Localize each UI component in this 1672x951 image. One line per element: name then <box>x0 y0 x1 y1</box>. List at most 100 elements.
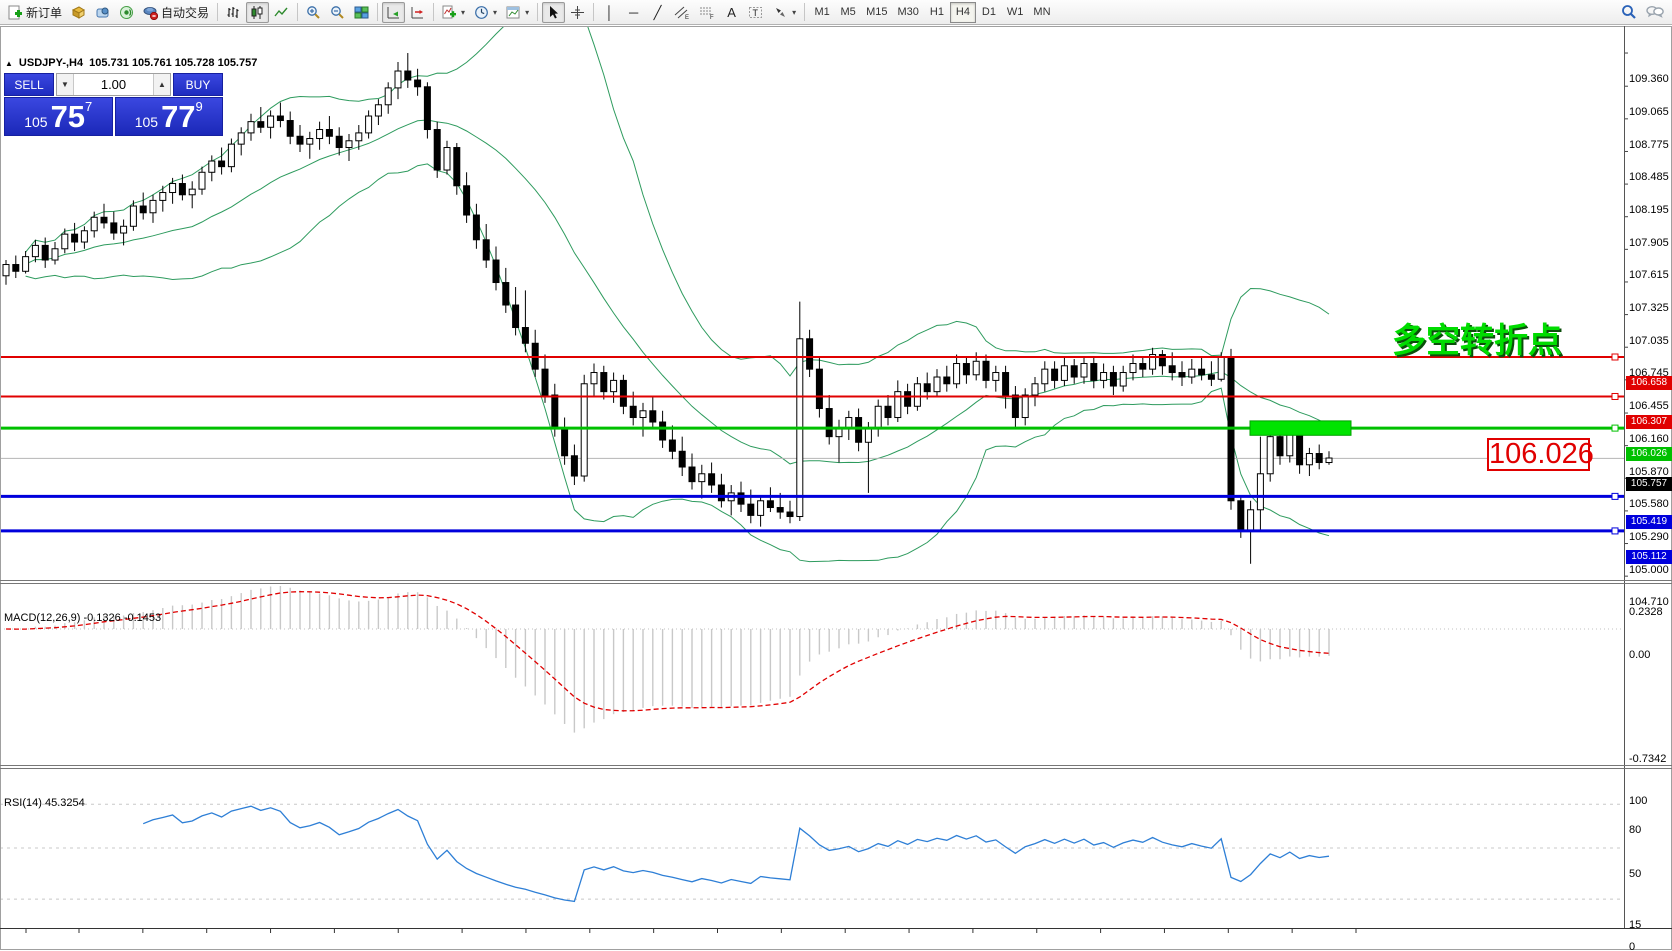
text-label-button[interactable]: T <box>744 2 768 23</box>
bar-chart-button[interactable] <box>222 2 245 23</box>
macd-pane <box>0 586 1624 733</box>
chat-button[interactable] <box>1642 2 1668 23</box>
candle-bearish <box>218 160 226 168</box>
text-tool-button[interactable]: A <box>720 2 743 23</box>
timeframe-M1[interactable]: M1 <box>814 6 830 18</box>
price-callout-label[interactable]: 106.026 <box>1487 438 1594 471</box>
macd-axis-label: 0.00 <box>1629 649 1651 661</box>
candle-bullish <box>2 264 10 277</box>
candle-bearish <box>1207 374 1215 380</box>
sell-price-display[interactable]: 105 75 7 <box>4 97 113 136</box>
timeframe-D1[interactable]: D1 <box>981 6 996 18</box>
candle-bullish <box>913 383 921 407</box>
arrows-tool-button[interactable]: ▾ <box>769 2 800 23</box>
rsi-axis-label: 100 <box>1629 795 1648 807</box>
price-line-tag[interactable]: 106.658 <box>1626 376 1672 390</box>
timeframe-H4[interactable]: H4 <box>949 1 976 23</box>
new-order-label: 新订单 <box>26 5 63 20</box>
candle-bullish <box>580 383 588 477</box>
signals-icon <box>120 5 134 19</box>
cursor-button[interactable] <box>542 1 566 23</box>
symbol-header: ▲ USDJPY-,H4 105.731 105.761 105.728 105… <box>5 57 257 69</box>
timeframe-M30[interactable]: M30 <box>897 6 919 18</box>
candle-bullish <box>365 115 373 134</box>
candle-bullish <box>1188 368 1196 378</box>
candle-bearish <box>1315 453 1323 464</box>
equidistant-channel-button[interactable]: E <box>670 2 694 23</box>
svg-text:E: E <box>685 15 689 20</box>
candle-bearish <box>806 338 814 370</box>
price-axis-label: 109.065 <box>1629 106 1669 119</box>
candle-bearish <box>629 405 637 419</box>
volume-down-button[interactable]: ▼ <box>57 74 74 95</box>
templates-button[interactable]: ▾ <box>502 2 533 23</box>
candle-bearish <box>1178 372 1186 378</box>
sell-button[interactable]: SELL <box>4 73 54 96</box>
candle-bullish <box>864 428 872 443</box>
chart-annotation-text[interactable]: 多空转折点 <box>1392 322 1562 360</box>
candle-bullish <box>953 363 961 385</box>
candle-bullish <box>80 230 88 243</box>
sell-price-main: 75 <box>50 99 86 134</box>
horizontal-line-icon: ─ <box>628 4 639 20</box>
candlestick-chart-button[interactable] <box>246 1 270 23</box>
fibonacci-button[interactable]: F <box>695 2 719 23</box>
buy-price-display[interactable]: 105 77 9 <box>114 97 223 136</box>
crosshair-button[interactable] <box>566 2 589 23</box>
candle-bearish <box>1276 436 1284 457</box>
price-line-tag[interactable]: 106.307 <box>1626 415 1672 430</box>
candle-bullish <box>1217 356 1225 380</box>
candle-bearish <box>335 135 343 149</box>
price-line-tag[interactable]: 105.112 <box>1626 549 1672 564</box>
indicators-button[interactable]: ▾ <box>438 2 469 23</box>
tile-windows-button[interactable] <box>350 2 373 23</box>
candle-bullish <box>698 473 706 483</box>
timeframe-H1[interactable]: H1 <box>929 6 944 18</box>
chart-canvas[interactable] <box>0 26 1672 951</box>
candle-bearish <box>71 233 79 243</box>
market-watch-button[interactable] <box>67 2 90 23</box>
level-line-anchor <box>1611 492 1619 500</box>
price-axis-label: 108.775 <box>1629 138 1669 151</box>
toolbar-separator <box>433 3 435 21</box>
timeframe-W1[interactable]: W1 <box>1006 6 1024 18</box>
volume-up-button[interactable]: ▲ <box>153 74 170 95</box>
buy-button[interactable]: BUY <box>173 73 223 96</box>
new-order-button[interactable]: 新订单 <box>4 2 66 23</box>
candle-bearish <box>884 405 892 419</box>
price-line-tag[interactable]: 106.026 <box>1626 447 1672 462</box>
data-window-button[interactable] <box>91 2 114 23</box>
auto-trading-button[interactable]: 自动交易 <box>139 2 213 23</box>
vertical-line-button[interactable]: │ <box>598 2 621 23</box>
horizontal-line-button[interactable]: ─ <box>622 2 645 23</box>
price-axis-label: 109.360 <box>1629 73 1669 86</box>
rsi-line <box>142 805 1330 903</box>
candle-bearish <box>453 147 461 187</box>
price-line-tag[interactable]: 105.419 <box>1626 515 1672 530</box>
candle-bearish <box>521 327 529 344</box>
current-price-tag: 105.757 <box>1626 477 1672 492</box>
volume-value[interactable]: 1.00 <box>100 77 127 92</box>
rsi-axis-label: 0 <box>1629 941 1636 951</box>
timeframe-M5[interactable]: M5 <box>840 6 856 18</box>
signals-button[interactable] <box>115 2 138 23</box>
market-watch-icon <box>71 5 85 19</box>
chart-shift-button[interactable] <box>406 2 429 23</box>
candle-bearish <box>1237 500 1245 531</box>
timeframe-MN[interactable]: MN <box>1033 6 1051 18</box>
zoom-in-button[interactable] <box>302 2 325 23</box>
candle-bullish <box>1031 383 1039 396</box>
trendline-button[interactable]: ╱ <box>646 2 669 23</box>
zoom-out-button[interactable] <box>326 2 349 23</box>
collapse-panel-icon[interactable]: ▲ <box>5 58 13 68</box>
candle-bearish <box>1168 365 1176 374</box>
price-axis-label: 108.485 <box>1629 171 1669 184</box>
search-button[interactable] <box>1617 2 1641 23</box>
candle-bearish <box>766 500 774 509</box>
candle-bearish <box>747 503 755 516</box>
line-chart-button[interactable] <box>270 2 293 23</box>
timeframe-M15[interactable]: M15 <box>866 6 888 18</box>
periods-button[interactable]: ▾ <box>470 2 501 23</box>
candle-bullish <box>1247 509 1255 531</box>
auto-scroll-button[interactable] <box>382 1 406 23</box>
